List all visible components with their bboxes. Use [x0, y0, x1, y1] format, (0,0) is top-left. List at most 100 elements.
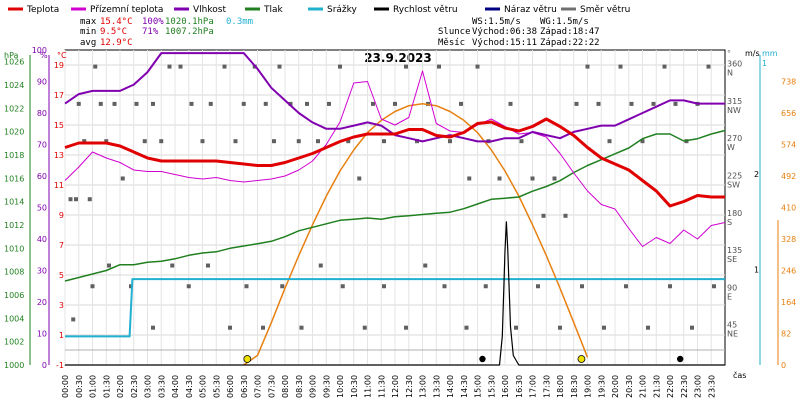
- hpa-tick-label: 1018: [4, 151, 24, 160]
- x-tick-label: 01:30: [102, 375, 111, 398]
- wind-direction-point: [640, 139, 645, 144]
- pct-tick-label: 60: [37, 172, 47, 181]
- wind-direction-point: [87, 197, 92, 202]
- wind-direction-point: [318, 263, 323, 268]
- wind-direction-point: [129, 284, 133, 289]
- temp-tick-label: 3: [59, 301, 64, 310]
- hpa-tick-label: 1016: [4, 174, 24, 183]
- wind-direction-point: [552, 176, 557, 181]
- wind-direction-point: [261, 325, 265, 330]
- legend-label-srazky: Srážky: [327, 5, 358, 15]
- wind-direction-point: [415, 139, 419, 144]
- x-tick-label: 20:00: [611, 375, 620, 398]
- wind-direction-point: [98, 101, 103, 106]
- sun-tick-label: 0: [781, 361, 786, 370]
- chart-date-title: 23.9.2023: [364, 51, 432, 65]
- sun-tick-label: 574: [781, 141, 796, 150]
- wind-direction-point: [338, 64, 342, 69]
- x-tick-label: 13:30: [432, 375, 441, 398]
- temp-tick-label: 17: [54, 91, 64, 100]
- dir-tick-deg: 270: [727, 134, 742, 143]
- x-tick-label: 04:30: [185, 375, 194, 398]
- x-tick-label: 12:00: [391, 375, 400, 398]
- ms-tick-label: 2: [754, 170, 759, 179]
- wind-direction-point: [327, 101, 331, 106]
- moonrise-info: Východ:15:11: [472, 38, 537, 48]
- pct-tick-label: 100: [32, 46, 47, 55]
- stat-min-press: 1007.2hPa: [165, 27, 214, 37]
- wind-direction-point: [71, 317, 76, 322]
- wind-direction-point: [690, 325, 694, 330]
- series-slunecni-zareni: [243, 103, 589, 366]
- x-tick-label: 19:30: [597, 375, 606, 398]
- temp-tick-label: 1: [59, 331, 64, 340]
- wind-direction-point: [618, 64, 623, 69]
- wind-direction-point: [186, 284, 191, 289]
- wind-direction-point: [475, 64, 480, 69]
- wind-direction-point: [382, 139, 386, 144]
- hpa-tick-label: 1004: [4, 314, 24, 323]
- wind-direction-point: [508, 101, 513, 106]
- wind-direction-point: [346, 139, 351, 144]
- x-tick-label: 03:30: [157, 375, 166, 398]
- dir-tick-deg: 135: [727, 246, 742, 255]
- sunrise-marker: [243, 355, 252, 363]
- wind-direction-point: [299, 325, 304, 330]
- sun-tick-label: 82: [781, 330, 791, 339]
- wind-direction-point: [467, 176, 472, 181]
- series-teplota: [64, 117, 725, 208]
- legend-label-naraz-vetru: Náraz větru: [504, 5, 557, 15]
- x-tick-label: 20:30: [625, 375, 634, 398]
- wind-direction-point: [151, 101, 155, 106]
- markers-layer: [243, 355, 684, 363]
- wind-direction-point: [93, 64, 98, 69]
- wind-direction-point: [112, 101, 117, 106]
- pct-tick-label: 70: [37, 141, 47, 150]
- pct-tick-label: 80: [37, 109, 47, 118]
- grid: [64, 50, 725, 366]
- hpa-tick-label: 1012: [4, 221, 24, 230]
- dir-tick-label: S: [727, 218, 732, 227]
- wind-direction-point: [82, 139, 87, 144]
- hpa-tick-label: 1020: [4, 128, 24, 137]
- moon-label: Měsíc: [438, 38, 465, 48]
- wind-direction-point: [357, 176, 362, 181]
- hpa-tick-label: 1026: [4, 58, 24, 67]
- hpa-tick-label: 1014: [4, 198, 24, 207]
- stat-min-temp: 9.5°C: [100, 27, 127, 37]
- stat-max-rain: 0.3mm: [226, 17, 253, 27]
- pct-tick-label: 50: [37, 204, 47, 213]
- wind-direction-point: [151, 325, 155, 330]
- x-tick-label: 21:00: [639, 375, 648, 398]
- wind-direction-point: [437, 64, 441, 69]
- pct-tick-label: 0: [42, 361, 47, 370]
- axes: hPa% °C1026102410221020101810161014101210…: [4, 46, 796, 398]
- x-tick-label: 07:30: [267, 375, 276, 398]
- dir-tick-label: N: [727, 69, 733, 78]
- x-tick-label: 22:00: [666, 375, 675, 398]
- moonset-marker: [676, 355, 684, 363]
- sunrise-info: Východ:06:38: [472, 27, 537, 37]
- wind-direction-point: [448, 139, 452, 144]
- temp-tick-label: -1: [56, 361, 64, 370]
- wind-direction-point: [208, 101, 213, 106]
- wind-direction-point: [68, 197, 73, 202]
- sunset-info: Západ:18:47: [540, 27, 600, 37]
- hpa-axis-header: hPa: [4, 51, 19, 60]
- wind-direction-point: [277, 64, 282, 69]
- wind-gust-info: WG:1.5m/s: [540, 17, 589, 27]
- legend-label-prizemni-teplota: Přízemní teplota: [90, 5, 163, 15]
- x-tick-label: 02:00: [116, 375, 125, 398]
- temp-tick-label: 15: [54, 121, 64, 130]
- temp-tick-label: 9: [59, 211, 64, 220]
- wind-direction-point: [167, 64, 172, 69]
- x-tick-label: 12:30: [405, 375, 414, 398]
- wind-speed-info: WS:1.5m/s: [472, 17, 521, 27]
- legend-label-smer-vetru: Směr větru: [580, 5, 630, 15]
- wind-direction-point: [200, 139, 205, 144]
- x-tick-label: 15:30: [487, 375, 496, 398]
- legend-label-rychlost-vetru: Rychlost větru: [393, 5, 458, 15]
- x-tick-label: 11:00: [364, 375, 373, 398]
- temp-tick-label: 7: [59, 241, 64, 250]
